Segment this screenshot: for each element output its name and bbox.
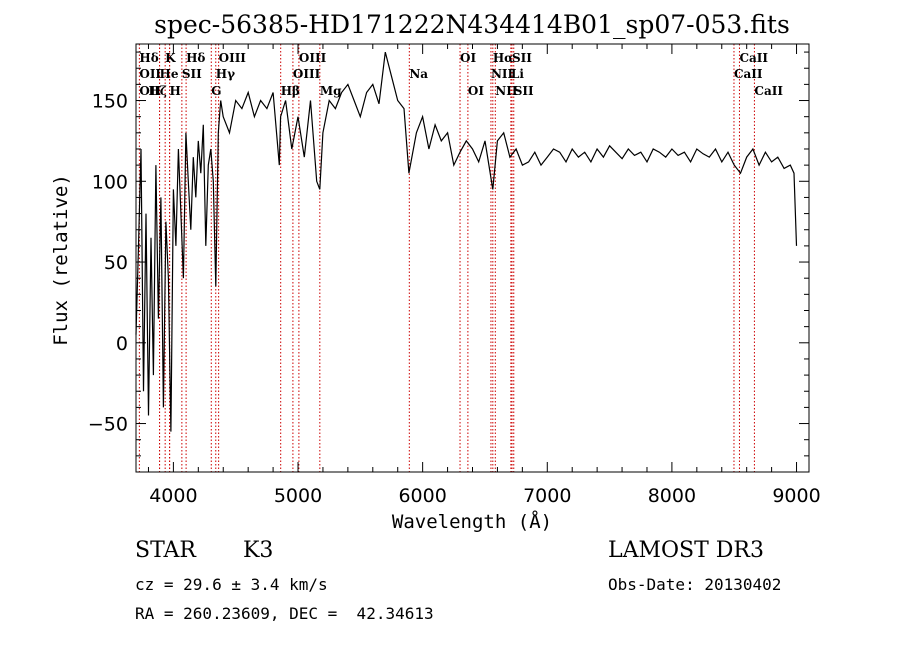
x-tick-label: 4000	[149, 485, 197, 507]
y-tick-label: 150	[92, 91, 128, 113]
x-axis: 4000 5000 6000 7000 8000 9000	[147, 44, 821, 507]
spectral-line-label: Hβ	[281, 84, 300, 98]
spectral-line-label: Hδ	[186, 51, 205, 65]
x-tick-label: 9000	[772, 485, 820, 507]
spectral-line-label: OI	[460, 51, 476, 65]
spectrum-series	[135, 51, 798, 432]
spectral-line-label: He	[160, 67, 179, 81]
spectral-line-label: OIII	[219, 51, 247, 65]
spectral-line-label: OIII	[299, 51, 327, 65]
spectral-line-label: H	[170, 84, 181, 98]
spectral-line-label: Hδ	[139, 51, 158, 65]
coordinates-text: RA = 260.23609, DEC = 42.34613	[135, 604, 434, 623]
spectral-line-label: OII	[139, 67, 161, 81]
spectral-line-label: G	[211, 84, 221, 98]
spectral-line-label: Li	[511, 67, 524, 81]
spectral-line-label: NII	[491, 67, 514, 81]
spectral-line-label: Hα	[493, 51, 514, 65]
spectral-line-label: OI	[468, 84, 484, 98]
x-axis-label: Wavelength (Å)	[392, 510, 552, 533]
x-tick-label: 8000	[648, 485, 696, 507]
chart-title: spec-56385-HD171222N434414B01_sp07-053.f…	[154, 10, 790, 39]
y-axis-label: Flux (relative)	[50, 174, 72, 346]
x-tick-label: 7000	[523, 485, 571, 507]
spectral-line-label: OIII	[293, 67, 321, 81]
obs-date-text: Obs-Date: 20130402	[608, 575, 782, 594]
spectral-line-label: Na	[409, 67, 428, 81]
redshift-text: cz = 29.6 ± 3.4 km/s	[135, 575, 328, 594]
spectral-line-label: SII	[182, 67, 202, 81]
survey-label: LAMOST DR3	[608, 538, 764, 563]
plot-frame	[135, 43, 810, 473]
spectral-line-label: NII	[495, 84, 518, 98]
x-tick-label: 6000	[398, 485, 446, 507]
spectral-line-markers	[138, 44, 755, 472]
spectrum-chart: spec-56385-HD171222N434414B01_sp07-053.f…	[50, 10, 821, 533]
y-tick-label: 50	[104, 252, 128, 274]
x-tick-label: 5000	[274, 485, 322, 507]
y-tick-label: −50	[88, 414, 128, 436]
spectral-line-label: CaII	[754, 84, 783, 98]
subclass-label: K3	[243, 538, 274, 563]
spectral-line-label: Mg	[320, 84, 342, 98]
spectral-line-label: CaII	[734, 67, 763, 81]
spectral-line-label: OII	[139, 84, 161, 98]
y-tick-label: 0	[116, 333, 128, 355]
spectral-line-label: Hζ	[148, 84, 166, 98]
class-label: STAR	[135, 538, 196, 563]
y-tick-label: 100	[92, 171, 128, 193]
spectral-line-label: SII	[512, 51, 532, 65]
y-axis: −50 0 50 100 150	[88, 51, 809, 473]
spectral-line-label: Hγ	[216, 67, 235, 81]
spectrum-line	[135, 51, 798, 432]
spectral-line-label: K	[165, 51, 176, 65]
spectral-line-label: SII	[514, 84, 534, 98]
spectral-line-label: CaII	[739, 51, 768, 65]
